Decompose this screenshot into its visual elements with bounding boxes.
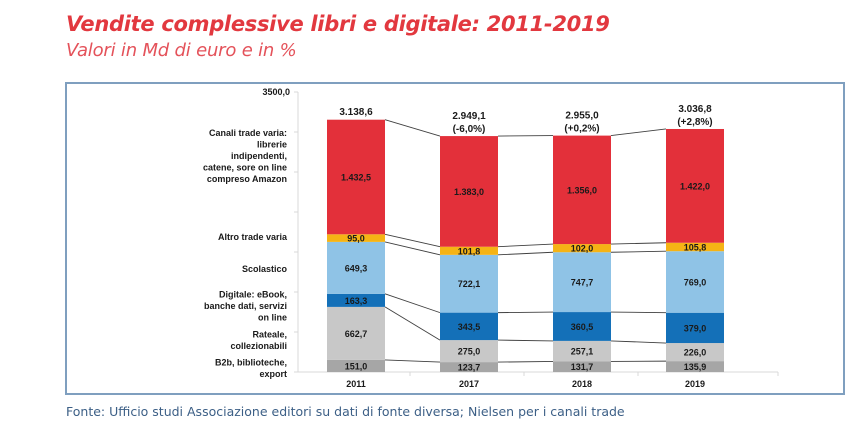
segment-value-label: 226,0	[684, 348, 707, 358]
segment-value-label: 131,7	[571, 362, 594, 372]
segment-value-label: 747,7	[571, 278, 594, 288]
label-layer: 3500,0 151,0 123,7 131,7 135,9 662,7 275,0 257,…	[203, 87, 713, 389]
bar-segment	[327, 241, 385, 294]
segment-value-label: 101,8	[458, 246, 481, 256]
series-connector-line	[384, 293, 441, 314]
bar-segment	[440, 362, 498, 372]
bar-segment	[553, 361, 611, 372]
segment-value-label: 360,5	[571, 322, 594, 332]
bar-segment	[327, 119, 385, 235]
segment-value-label: 257,1	[571, 347, 594, 357]
series-connector-line	[497, 361, 554, 363]
legend-label: Rateale,	[252, 329, 287, 339]
legend-label: B2b, biblioteche,	[215, 357, 287, 367]
bar-segment	[666, 128, 724, 243]
total-value-label: 2.955,0	[565, 111, 599, 122]
x-axis-category-label: 2011	[346, 379, 366, 389]
segment-value-label: 135,9	[684, 362, 707, 372]
segment-value-label: 649,3	[345, 263, 368, 273]
bar-segment	[440, 312, 498, 341]
bar-segment	[666, 242, 724, 252]
legend-label: indipendenti,	[231, 151, 287, 161]
legend-label: export	[259, 369, 287, 379]
bar-segment	[440, 254, 498, 313]
legend-label: collezionabili	[230, 341, 287, 351]
bar-segment	[666, 312, 724, 344]
legend-label: on line	[258, 313, 287, 323]
segment-value-label: 662,7	[345, 329, 368, 339]
source-note: Fonte: Ufficio studi Associazione editor…	[66, 404, 625, 419]
legend-label: Altro trade varia	[218, 232, 288, 242]
segment-value-label: 151,0	[345, 361, 368, 371]
segment-value-label: 769,0	[684, 277, 707, 287]
bar-segment	[553, 244, 611, 253]
series-connector-line	[384, 241, 441, 256]
bar-segment	[553, 340, 611, 362]
series-connector-line	[497, 339, 554, 342]
bar-segment	[440, 136, 498, 247]
segment-value-label: 722,1	[458, 279, 481, 289]
series-connector-line	[610, 311, 667, 314]
segment-value-label: 163,3	[345, 296, 368, 306]
legend-label: compreso Amazon	[207, 174, 287, 184]
segment-value-label: 1.383,0	[454, 187, 484, 197]
bar-segment	[327, 306, 385, 360]
x-axis-category-label: 2018	[572, 379, 592, 389]
segment-value-label: 95,0	[347, 234, 365, 244]
legend-label: Canali trade varia:	[209, 128, 287, 138]
bar-segment	[666, 343, 724, 362]
chart-title: Vendite complessive libri e digitale: 20…	[66, 12, 610, 36]
bar-segment	[666, 361, 724, 372]
segment-value-label: 1.422,0	[680, 181, 710, 191]
total-value-label: 2.949,1	[452, 111, 486, 122]
bar-segment	[440, 340, 498, 363]
chart-subtitle: Valori in Md di euro e in %	[66, 40, 297, 61]
series-connector-line	[610, 128, 667, 137]
segment-value-label: 123,7	[458, 363, 481, 373]
connector-layer	[384, 119, 667, 363]
segment-value-label: 105,8	[684, 242, 707, 252]
bar-segment	[327, 234, 385, 242]
bar-segment	[440, 246, 498, 255]
total-change-label: (+2,8%)	[677, 117, 712, 128]
bar-segment	[553, 135, 611, 245]
series-connector-line	[497, 311, 554, 314]
segment-value-label: 1.432,5	[341, 172, 371, 182]
total-value-label: 3.036,8	[678, 104, 712, 115]
bar-segment	[327, 293, 385, 307]
segment-value-label: 379,0	[684, 323, 707, 333]
series-connector-line	[497, 251, 554, 256]
series-connector-line	[384, 119, 441, 137]
series-connector-line	[384, 359, 441, 363]
series-connector-line	[384, 306, 441, 341]
x-axis-category-label: 2019	[685, 379, 705, 389]
bar-segment	[666, 251, 724, 313]
legend-label: banche dati, servizi	[204, 301, 287, 311]
y-axis-top-label: 3500,0	[262, 87, 290, 97]
legend-label: librerie	[257, 140, 287, 150]
series-connector-line	[497, 243, 554, 248]
legend-label: Scolastico	[242, 264, 288, 274]
bar-layer	[327, 119, 724, 372]
bar-segment	[327, 359, 385, 372]
bar-segment	[553, 312, 611, 341]
segment-value-label: 1.356,0	[567, 185, 597, 195]
segment-value-label: 343,5	[458, 322, 481, 332]
total-value-label: 3.138,6	[339, 107, 373, 118]
series-connector-line	[610, 250, 667, 253]
bar-segment	[553, 252, 611, 313]
segment-value-label: 102,0	[571, 244, 594, 254]
series-connector-line	[384, 233, 441, 248]
segment-value-label: 275,0	[458, 347, 481, 357]
total-change-label: (-6,0%)	[453, 124, 486, 135]
x-axis-category-label: 2017	[459, 379, 479, 389]
series-connector-line	[610, 340, 667, 344]
legend-label: Digitale: eBook,	[219, 290, 287, 300]
total-change-label: (+0,2%)	[564, 124, 599, 135]
legend-label: catene, sore on line	[203, 163, 287, 173]
series-connector-line	[610, 242, 667, 245]
